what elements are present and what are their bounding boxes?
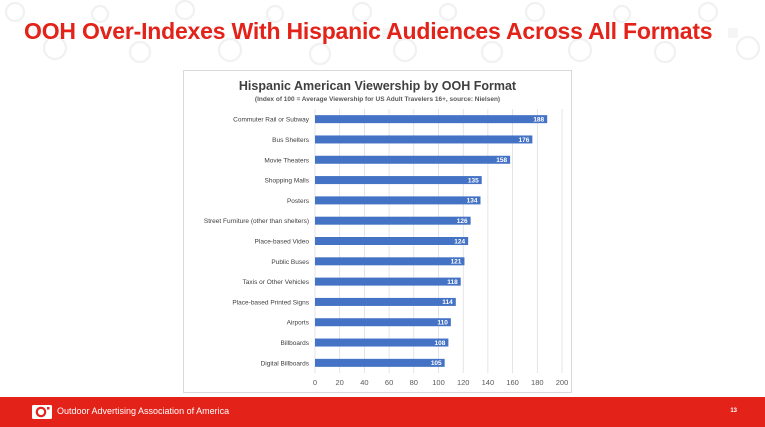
category-label: Digital Billboards — [261, 360, 310, 367]
bar-value-label: 135 — [468, 177, 479, 184]
bar-value-label: 114 — [442, 299, 453, 306]
bar — [315, 338, 449, 347]
bar — [315, 297, 456, 306]
chart-title: Hispanic American Viewership by OOH Form… — [238, 79, 517, 93]
x-tick-label: 140 — [482, 378, 495, 387]
category-label: Posters — [287, 198, 310, 205]
bar — [315, 257, 465, 266]
x-tick-label: 200 — [556, 378, 569, 387]
bar-value-label: 118 — [447, 279, 458, 286]
bar — [315, 176, 482, 185]
chart-frame: Hispanic American Viewership by OOH Form… — [183, 70, 572, 393]
x-tick-label: 180 — [531, 378, 544, 387]
category-label: Place-based Video — [255, 239, 310, 246]
x-tick-label: 20 — [336, 378, 344, 387]
bar-value-label: 105 — [431, 360, 442, 367]
bar — [315, 216, 471, 225]
category-label: Place-based Printed Signs — [232, 299, 309, 306]
x-tick-label: 120 — [457, 378, 470, 387]
x-tick-label: 100 — [432, 378, 445, 387]
background-pattern — [4, 0, 761, 66]
bar — [315, 318, 451, 327]
chart-subtitle: (Index of 100 = Average Viewership for U… — [254, 96, 501, 103]
category-label: Shopping Malls — [265, 178, 310, 185]
bar-value-label: 124 — [454, 238, 465, 245]
bar-value-label: 176 — [519, 137, 530, 144]
category-label: Commuter Rail or Subway — [233, 117, 310, 124]
category-label: Public Buses — [271, 259, 309, 266]
x-tick-label: 80 — [410, 378, 418, 387]
category-label: Billboards — [280, 340, 309, 347]
bar — [315, 237, 469, 245]
bar — [315, 358, 445, 367]
page-number: 13 — [730, 408, 737, 414]
x-tick-label: 60 — [385, 378, 393, 387]
footer-bar: Outdoor Advertising Association of Ameri… — [0, 397, 765, 427]
slide-title: OOH Over-Indexes With Hispanic Audiences… — [24, 18, 713, 44]
bar-value-label: 134 — [467, 198, 478, 205]
bar — [315, 135, 533, 144]
bar-value-label: 158 — [496, 157, 507, 164]
bar — [315, 196, 481, 205]
bar — [315, 277, 461, 286]
bar-value-label: 126 — [457, 218, 468, 225]
bar — [315, 155, 511, 164]
x-tick-label: 160 — [506, 378, 519, 387]
x-tick-label: 0 — [313, 378, 317, 387]
bar-value-label: 188 — [533, 116, 544, 123]
category-label: Taxis or Other Vehicles — [243, 279, 310, 286]
bar-value-label: 110 — [437, 320, 448, 327]
oaaa-logo-icon — [32, 405, 52, 419]
category-label: Bus Shelters — [272, 137, 310, 144]
footer-org-name: Outdoor Advertising Association of Ameri… — [57, 406, 230, 416]
category-label: Airports — [287, 320, 310, 327]
bar-value-label: 108 — [435, 340, 446, 347]
category-label: Street Furniture (other than shelters) — [204, 218, 309, 225]
category-label: Movie Theaters — [264, 157, 309, 164]
bar-value-label: 121 — [451, 259, 462, 266]
x-tick-label: 40 — [360, 378, 368, 387]
bar-chart: 0 20 40 60 80 100 120 140 160 180 200 Commuter Rail… — [204, 109, 569, 387]
bar — [315, 115, 548, 124]
